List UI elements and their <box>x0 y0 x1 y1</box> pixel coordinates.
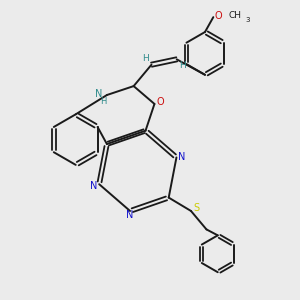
Text: CH: CH <box>228 11 241 20</box>
Text: N: N <box>95 88 102 98</box>
Text: O: O <box>157 98 164 107</box>
Text: H: H <box>100 97 106 106</box>
Text: H: H <box>179 61 186 70</box>
Text: H: H <box>142 54 149 63</box>
Text: 3: 3 <box>245 17 250 23</box>
Text: N: N <box>126 210 134 220</box>
Text: O: O <box>215 11 223 21</box>
Text: S: S <box>193 203 200 213</box>
Text: N: N <box>90 181 98 191</box>
Text: N: N <box>178 152 185 163</box>
